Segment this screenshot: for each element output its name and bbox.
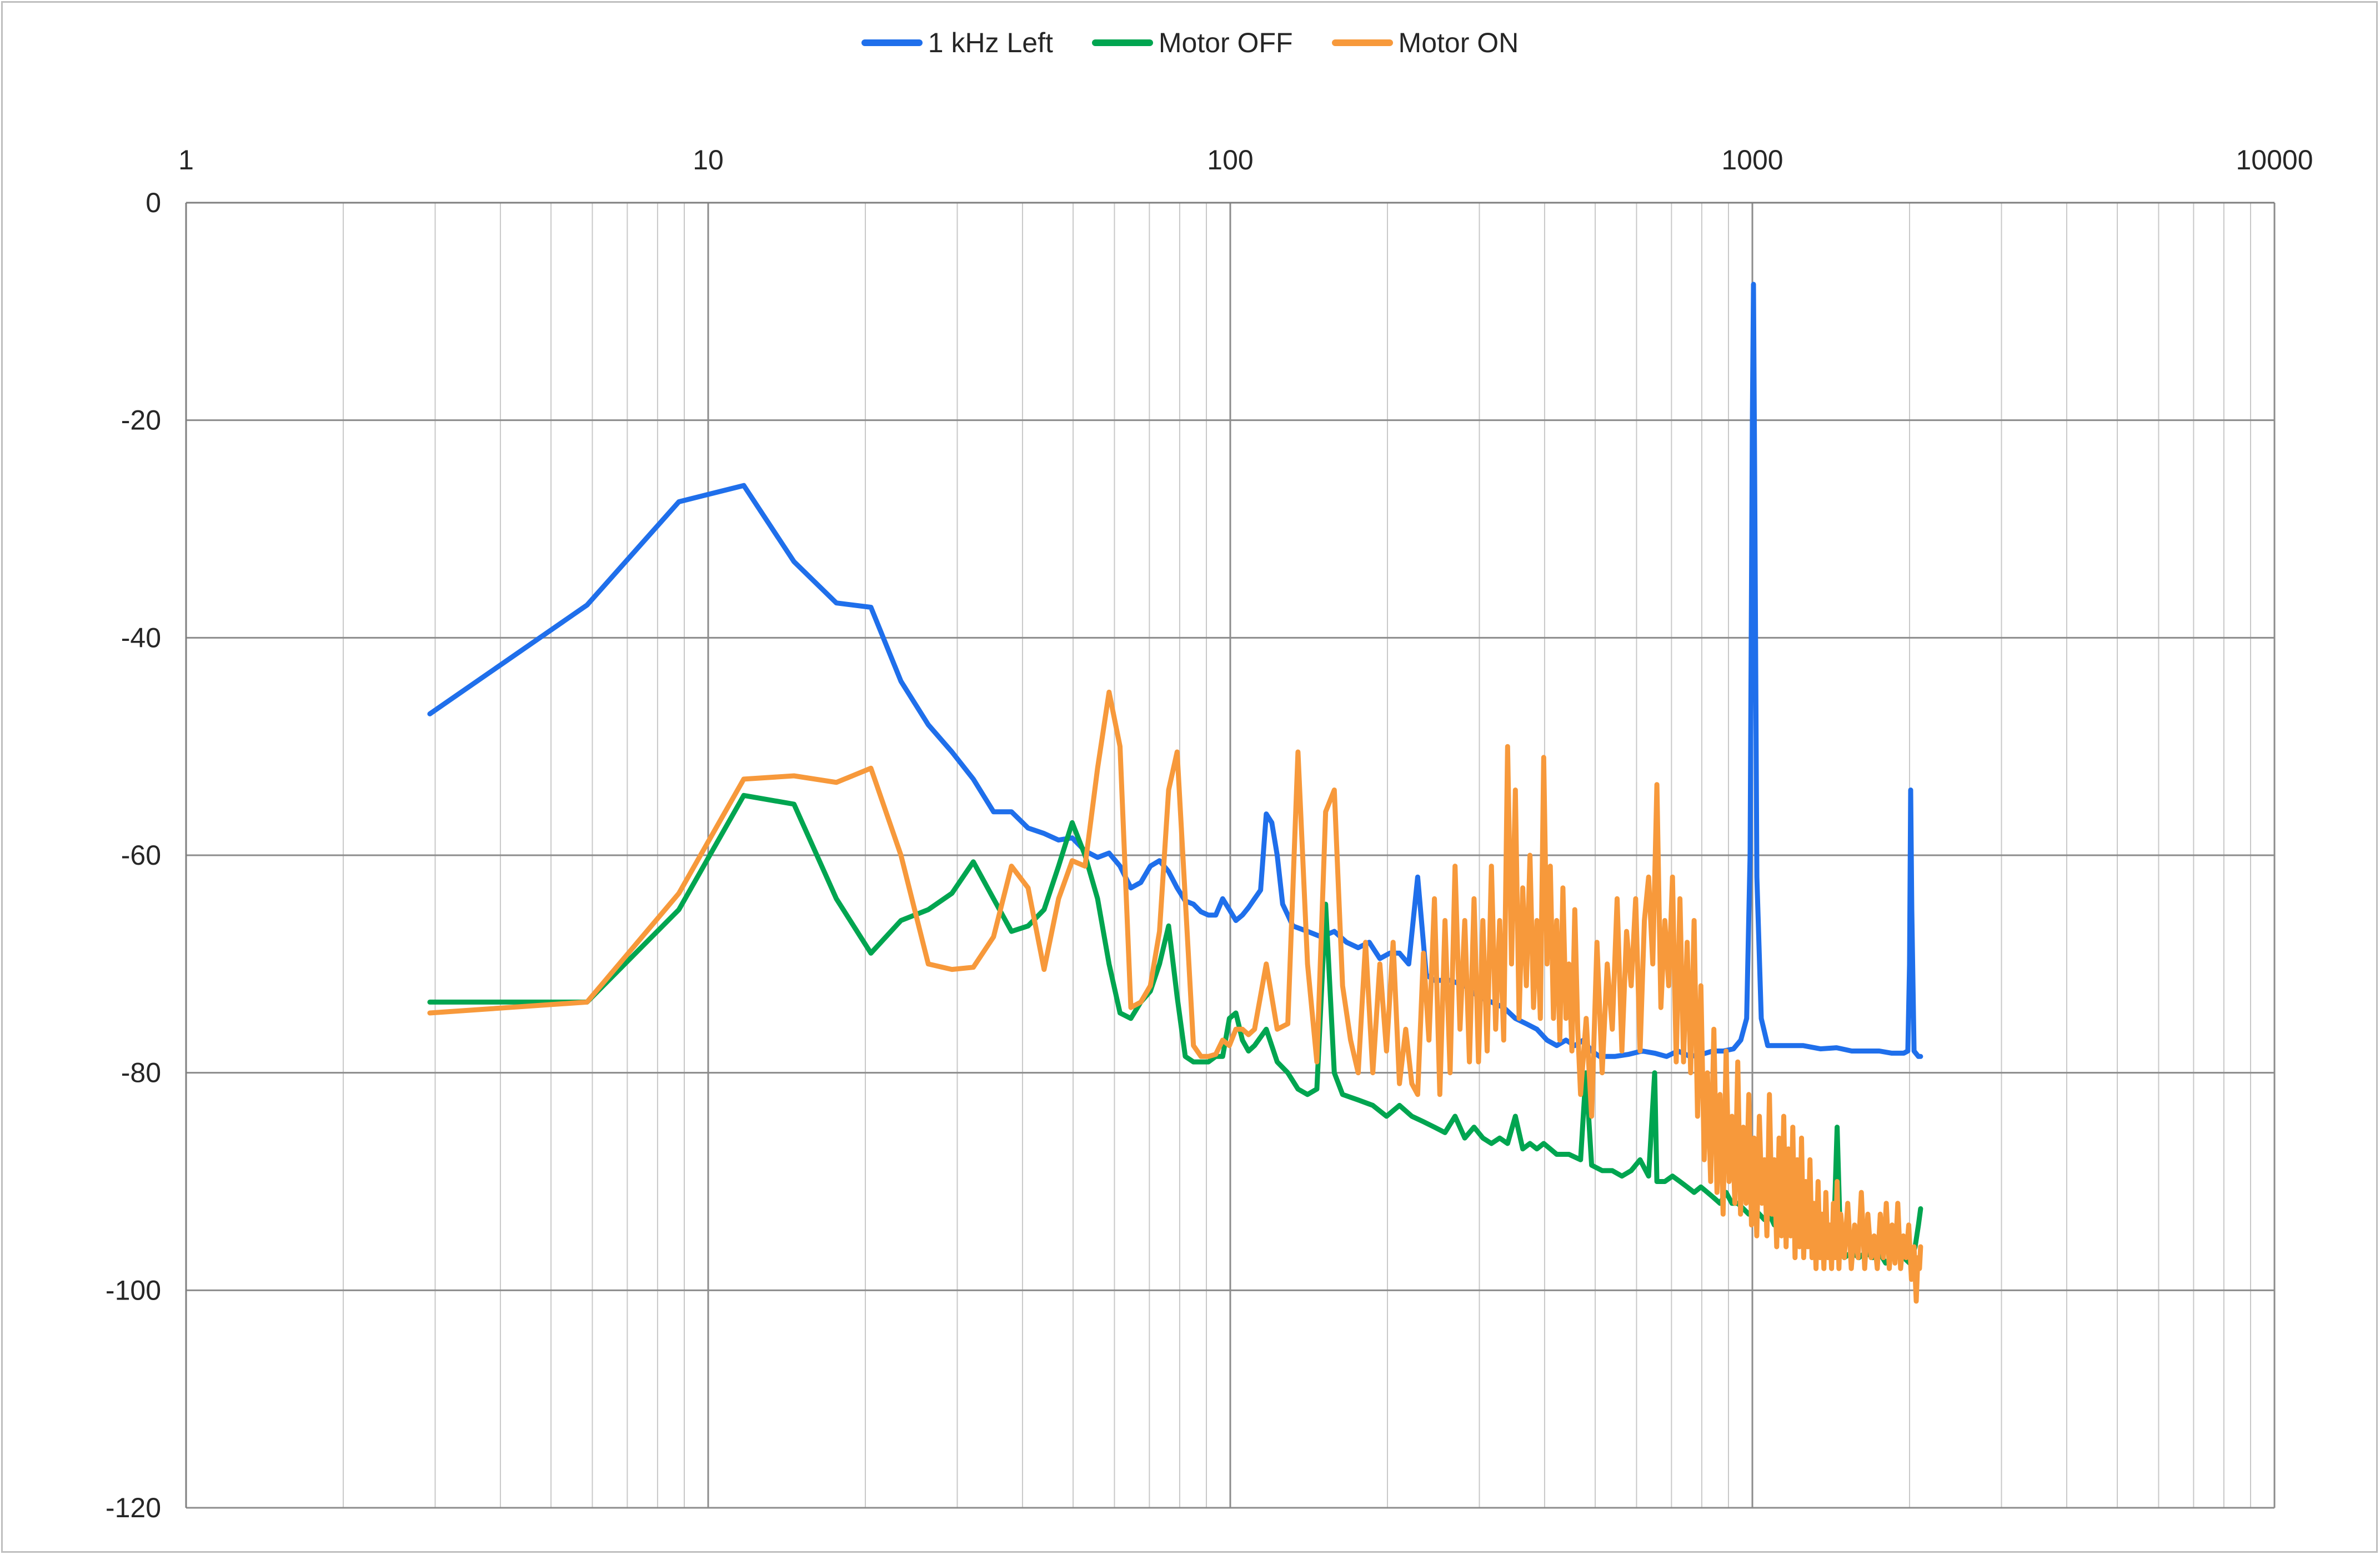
x-tick-label: 1000: [1721, 144, 1783, 175]
legend-item-series-3: Motor ON: [1331, 27, 1519, 59]
y-tick-label: -60: [121, 840, 161, 871]
tick-labels: 0 -20 -40 -60 -80 -100 -120 1 10 100 1000 10000: [106, 144, 2313, 1523]
x-tick-label: 1: [178, 144, 194, 175]
x-tick-label: 10: [693, 144, 724, 175]
y-tick-label: 0: [146, 187, 161, 218]
legend-swatch-series-3: [1331, 39, 1393, 46]
x-tick-label: 10000: [2236, 144, 2313, 175]
legend-item-series-1: 1 kHz Left: [861, 27, 1053, 59]
legend-label-series-2: Motor OFF: [1158, 27, 1293, 58]
grid: [185, 202, 2276, 1509]
legend-label-series-1: 1 kHz Left: [928, 27, 1053, 58]
y-tick-label: -80: [121, 1057, 161, 1088]
legend-label-series-3: Motor ON: [1398, 27, 1519, 58]
legend-item-series-2: Motor OFF: [1091, 27, 1293, 59]
series-line-3: [427, 689, 1923, 1304]
series-lines: [427, 282, 1923, 1304]
y-tick-label: -120: [106, 1492, 161, 1523]
x-tick-label: 100: [1207, 144, 1253, 175]
y-tick-label: -20: [121, 405, 161, 436]
y-tick-label: -40: [121, 622, 161, 653]
legend: 1 kHz Left Motor OFF Motor ON: [0, 27, 2380, 59]
legend-swatch-series-1: [861, 39, 923, 46]
legend-swatch-series-2: [1091, 39, 1153, 46]
series-line-1: [427, 282, 1923, 1059]
y-tick-label: -100: [106, 1275, 161, 1306]
